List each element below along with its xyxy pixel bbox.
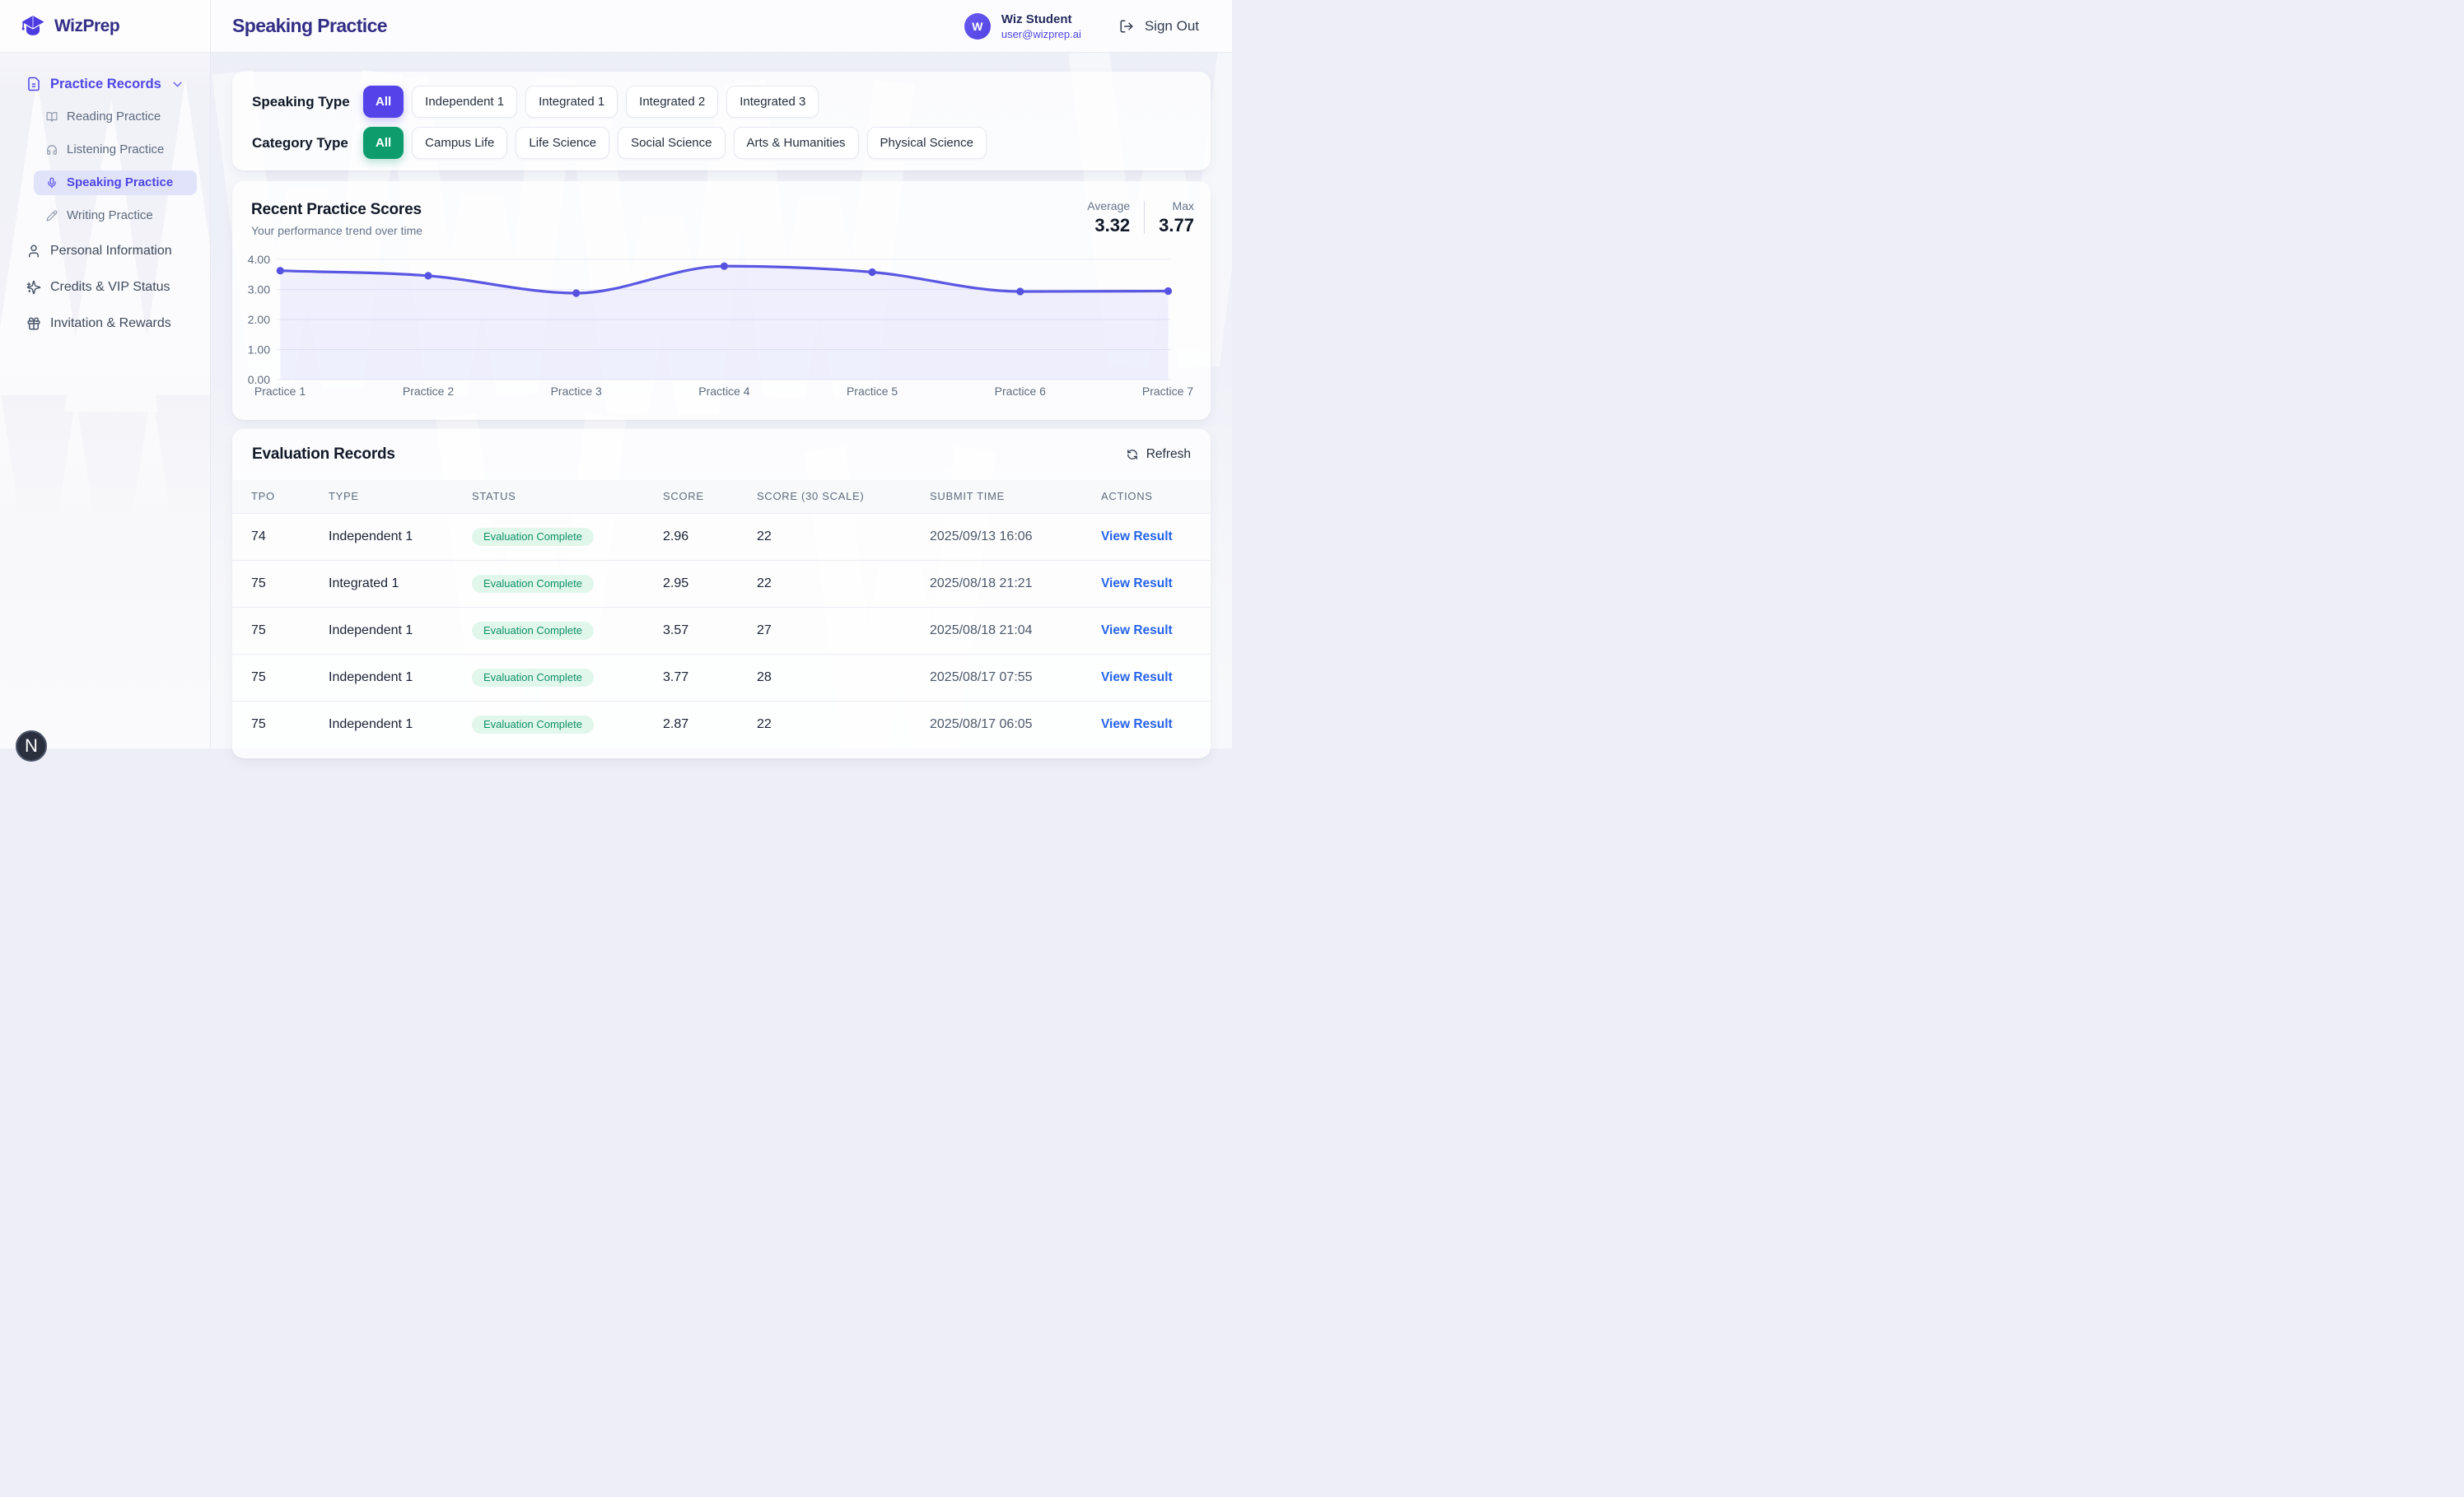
svg-text:Practice 7: Practice 7 (1142, 385, 1193, 398)
svg-text:Practice 2: Practice 2 (403, 385, 454, 398)
svg-text:Practice 5: Practice 5 (847, 385, 898, 398)
svg-text:2.00: 2.00 (248, 313, 270, 326)
svg-text:1.00: 1.00 (248, 343, 270, 357)
svg-text:Practice 6: Practice 6 (995, 385, 1046, 398)
svg-text:Practice 4: Practice 4 (698, 385, 749, 398)
svg-text:Practice 3: Practice 3 (551, 385, 602, 398)
svg-text:Practice 1: Practice 1 (254, 385, 306, 398)
svg-text:3.00: 3.00 (248, 283, 270, 296)
svg-text:4.00: 4.00 (248, 253, 270, 266)
